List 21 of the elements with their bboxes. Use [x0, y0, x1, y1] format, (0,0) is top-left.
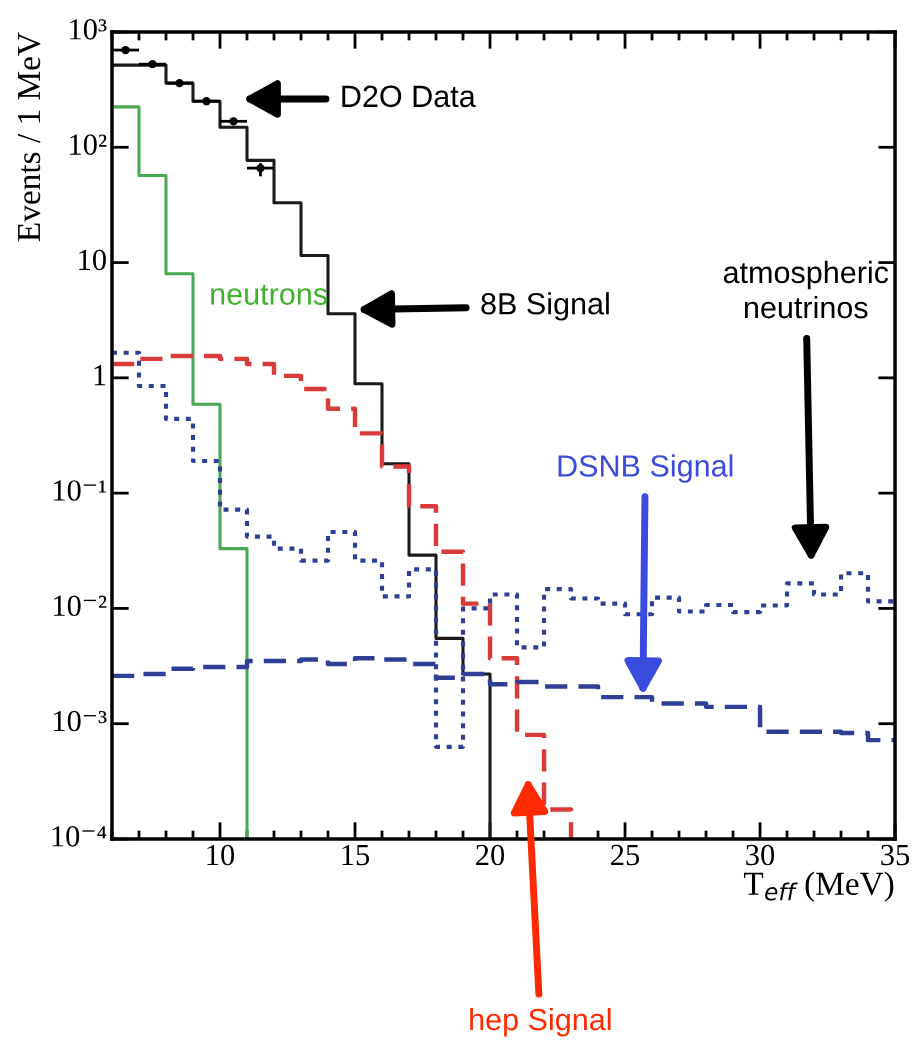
y-tick-label: 10² — [70, 134, 107, 155]
x-tick-label: 10 — [207, 844, 235, 866]
x-tick-label: 35 — [881, 844, 910, 866]
y-tick-label: 10⁻⁴ — [52, 826, 107, 847]
x-tick-label: 25 — [611, 844, 640, 866]
x-tick-label: 30 — [746, 844, 775, 866]
annotation: D2O Data — [342, 85, 476, 108]
y-tick-label: 10⁻³ — [53, 710, 107, 732]
y-tick-label: 10⁻¹ — [53, 480, 107, 501]
annotation: 8B Signal — [481, 292, 609, 321]
y-tick-label: 10⁻² — [53, 595, 107, 617]
x-tick-label: 15 — [342, 844, 370, 866]
y-axis-title: Events / 1 MeV — [17, 32, 41, 242]
annotation: atmospheric neutrinos — [723, 260, 889, 319]
x-axis-title: T$_{eff}$ (MeV) — [743, 871, 894, 902]
x-tick-label: 20 — [476, 844, 505, 866]
y-tick-label: 10 — [79, 249, 106, 271]
y-tick-label: 10³ — [70, 19, 107, 40]
y-tick-label: 1 — [94, 365, 106, 386]
text: hep Signal — [470, 1007, 611, 1037]
annotation: DSNB Signal — [558, 454, 733, 483]
